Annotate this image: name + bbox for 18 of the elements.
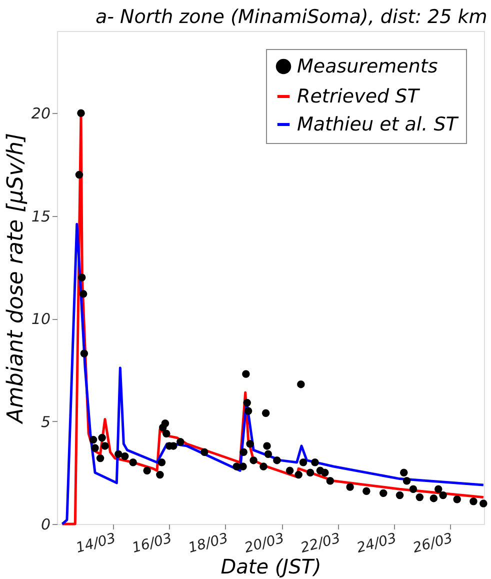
x-tick-label: 20/03 (242, 530, 286, 556)
y-axis-title: Ambiant dose rate [µSv/h] (3, 132, 28, 426)
legend-label: Measurements (297, 56, 438, 78)
y-tick-label: 15 (31, 207, 50, 226)
chart-title: a- North zone (MinamiSoma), dist: 25 km (95, 6, 488, 28)
x-tick-label: 22/03 (299, 530, 342, 556)
x-tick-label: 24/03 (355, 530, 398, 556)
legend-label: Retrieved ST (297, 86, 420, 108)
y-tick-label: 20 (31, 104, 50, 123)
legend-label: Mathieu et al. ST (297, 114, 459, 136)
y-tick-label: 10 (31, 310, 50, 328)
y-tick-label: 0 (40, 516, 50, 534)
x-tick-label: 18/03 (186, 530, 230, 556)
x-tick-label: 14/03 (74, 530, 118, 556)
x-tick-label: 16/03 (130, 530, 174, 556)
y-tick-label: 5 (40, 412, 50, 431)
x-tick-label: 26/03 (411, 530, 454, 556)
x-axis-title: Date (JST) (220, 554, 322, 578)
